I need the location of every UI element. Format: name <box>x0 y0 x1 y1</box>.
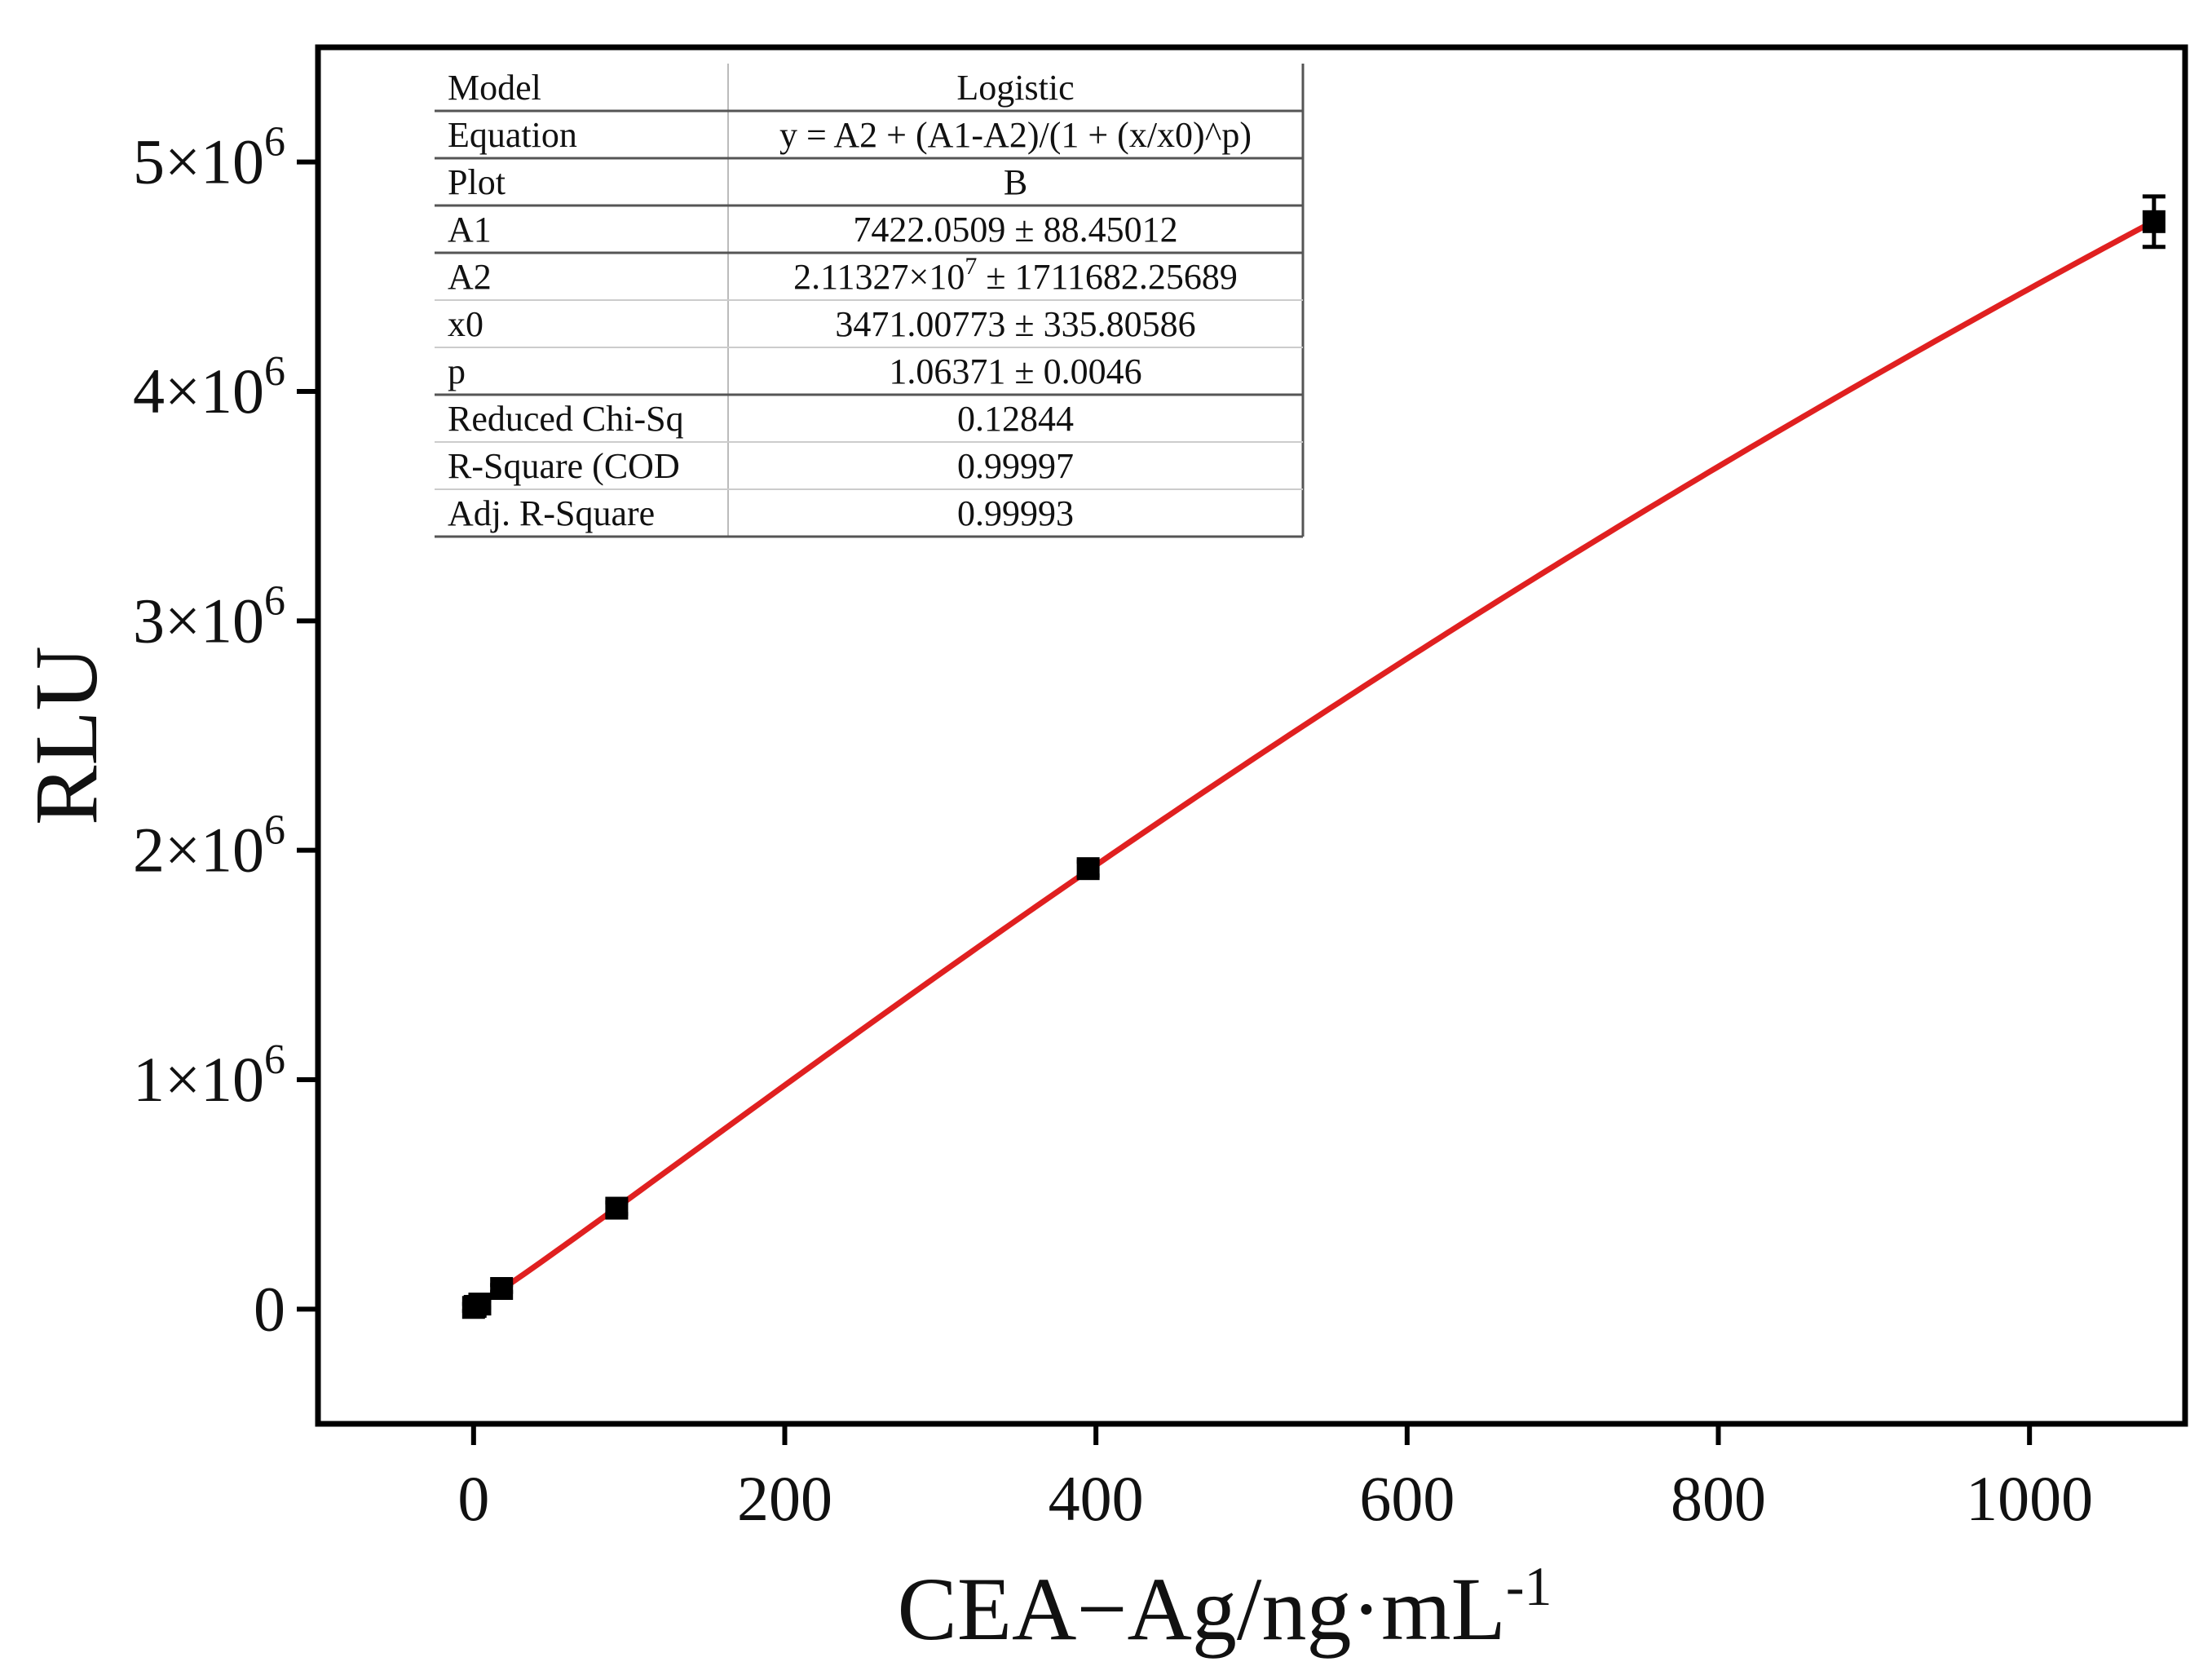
table-row-value: 7422.0509 ± 88.45012 <box>853 210 1177 250</box>
plot-frame <box>315 44 2188 1427</box>
table-row-value: 0.99997 <box>957 446 1074 486</box>
point-marker <box>490 1277 514 1301</box>
y-tick-label: 5×106 <box>133 119 285 197</box>
data-point <box>2142 194 2166 250</box>
table-row-value: 0.99993 <box>957 493 1074 533</box>
table-row-value: Logistic <box>956 68 1074 108</box>
data-point <box>605 1196 629 1220</box>
table-row-label: A1 <box>448 210 492 250</box>
table-row-label: R-Square (COD <box>448 446 680 486</box>
x-tick-label: 800 <box>1671 1463 1766 1534</box>
x-tick-label: 0 <box>457 1463 489 1534</box>
table-row-value: 3471.00773 ± 335.80586 <box>835 304 1195 344</box>
table-row-label: Plot <box>448 162 506 202</box>
y-tick-label: 4×106 <box>133 348 285 426</box>
table-row-value: B <box>1004 162 1027 202</box>
table-row-value: 0.12844 <box>957 399 1074 439</box>
x-tick-label: 1000 <box>1966 1463 2093 1534</box>
table-row-label: Reduced Chi-Sq <box>448 399 684 439</box>
data-point <box>1076 857 1100 881</box>
point-marker <box>605 1196 629 1220</box>
point-marker <box>1076 857 1100 881</box>
table-row-value: y = A2 + (A1-A2)/(1 + (x/x0)^p) <box>779 115 1252 155</box>
x-axis-ticks: 0 200 400 600 800 1000 <box>457 1424 2093 1534</box>
y-tick-label: 3×106 <box>133 577 285 656</box>
table-row-label: x0 <box>448 304 483 344</box>
point-marker <box>2142 210 2166 233</box>
data-point <box>490 1277 514 1301</box>
y-tick-label: 1×106 <box>133 1036 285 1115</box>
table-row-value: 2.11327×107 ± 1711682.25689 <box>793 253 1238 297</box>
data-point <box>468 1293 492 1316</box>
y-tick-label: 0 <box>254 1273 285 1344</box>
table-row-value: 1.06371 ± 0.0046 <box>889 351 1141 391</box>
y-tick-label: 2×106 <box>133 807 285 886</box>
y-axis-ticks: 0 1×106 2×106 3×106 4×106 5×106 <box>133 119 318 1344</box>
x-tick-label: 400 <box>1049 1463 1144 1534</box>
table-row-label: Equation <box>448 115 577 155</box>
table-row-label: Adj. R-Square <box>448 493 655 533</box>
fit-curve <box>470 218 2157 1310</box>
point-marker <box>468 1293 492 1316</box>
x-tick-label: 200 <box>737 1463 832 1534</box>
table-row-label: Model <box>448 68 541 108</box>
fit-curve-layer <box>470 218 2157 1310</box>
x-tick-label: 600 <box>1359 1463 1455 1534</box>
fit-statistics-table: Model Logistic Equation y = A2 + (A1-A2)/(1… <box>435 64 1305 538</box>
table-row-label: p <box>448 351 466 391</box>
table-row-label: A2 <box>448 257 492 297</box>
x-axis-label: CEA−Ag/ng·mL-1 <box>897 1555 1552 1659</box>
y-axis-label: RLU <box>16 646 116 825</box>
data-points-layer <box>461 194 2166 1319</box>
